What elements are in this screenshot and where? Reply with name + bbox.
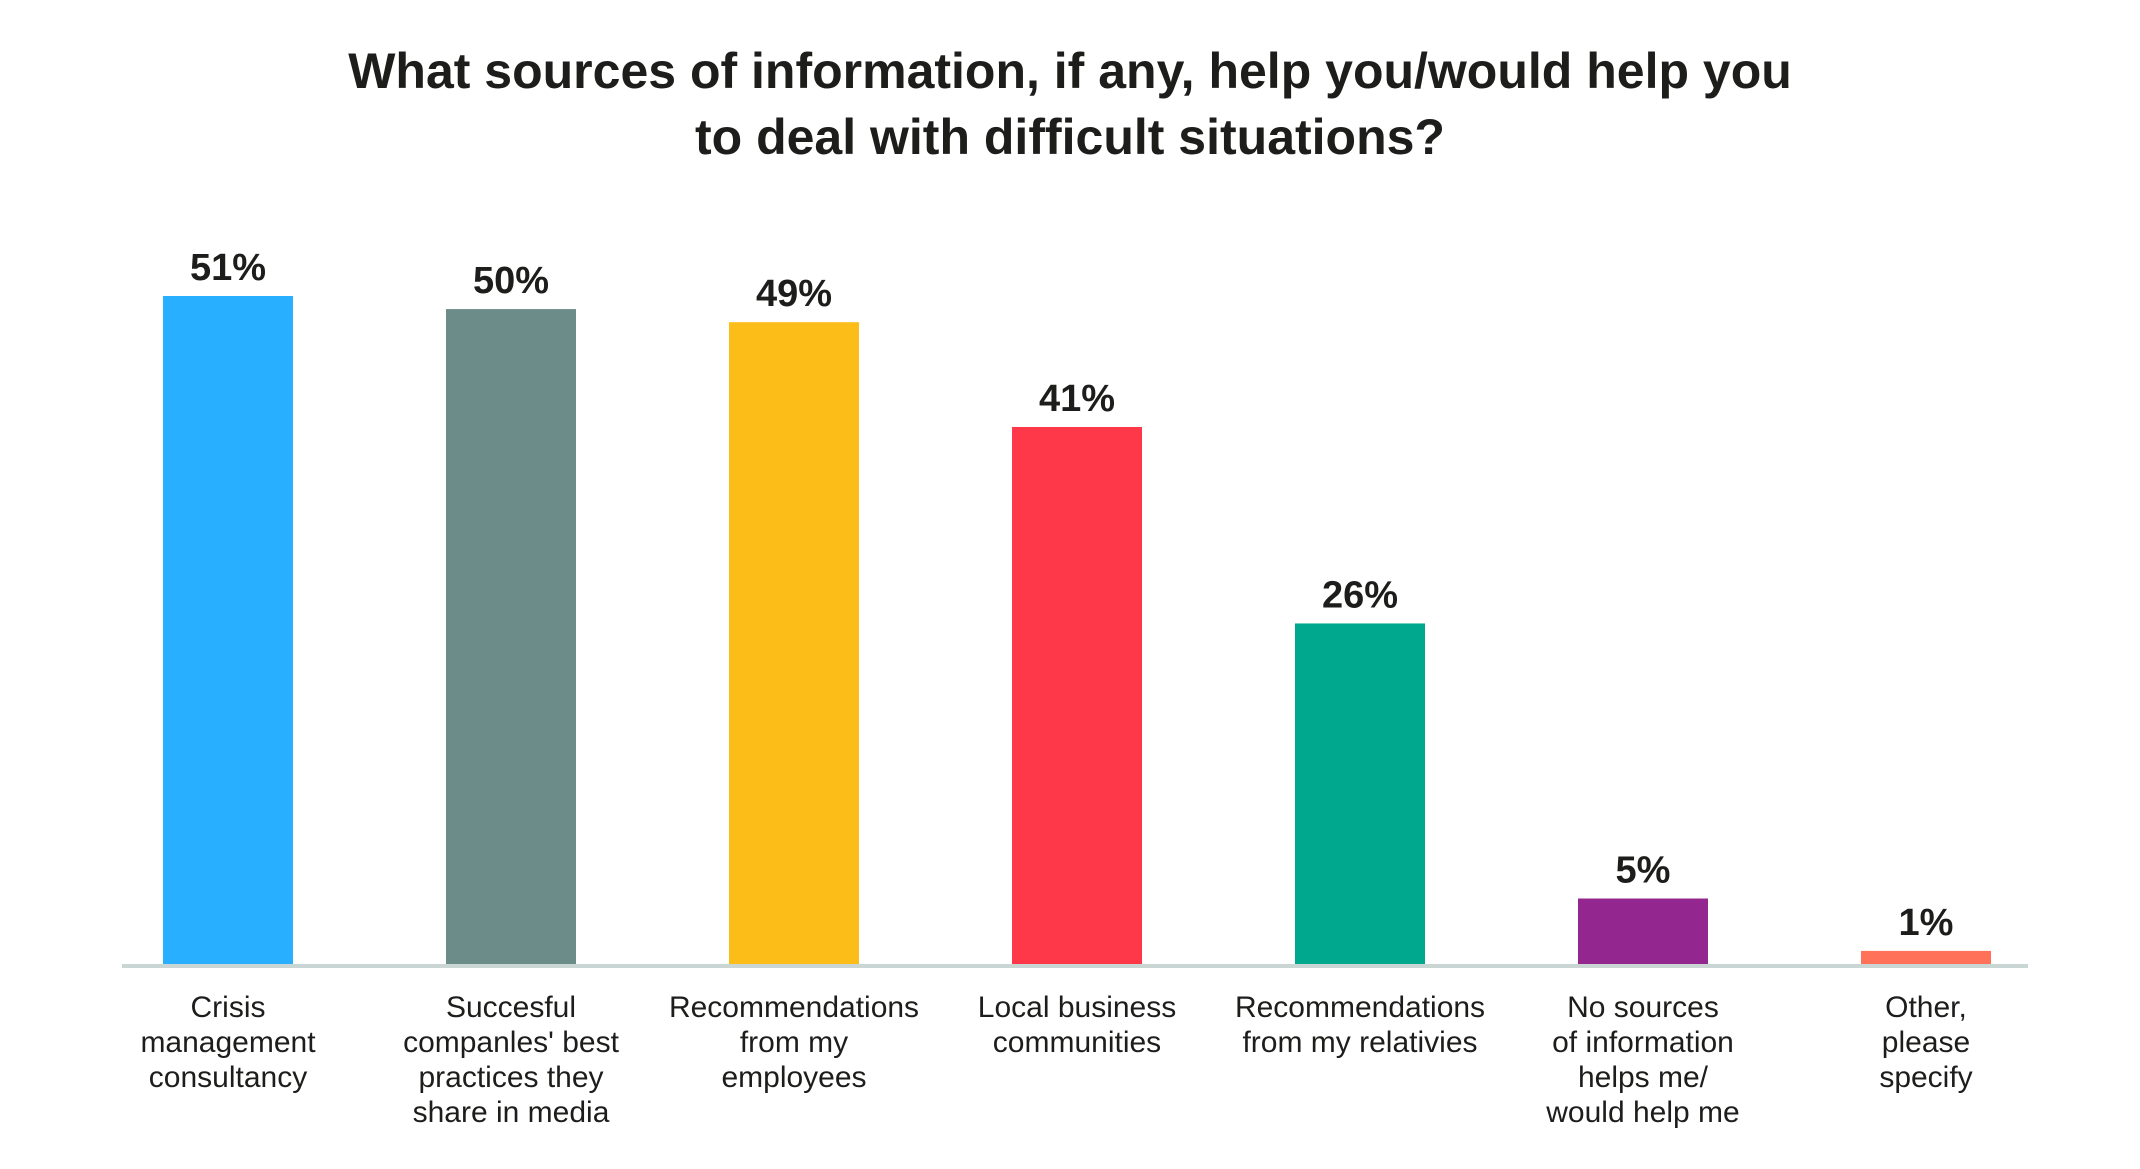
category-label-line: Recommendations	[668, 991, 920, 1024]
bar-2	[446, 309, 576, 965]
value-label-6: 5%	[1616, 850, 1671, 892]
category-label-line: Crisis	[190, 991, 266, 1024]
category-label-3: Recommendations from my employees	[644, 990, 944, 1095]
chart-title-line-1: What sources of information, if any, hel…	[348, 43, 1792, 99]
chart-title-line-2: to deal with difficult situations?	[695, 109, 1445, 165]
category-label-line: from my	[739, 1026, 849, 1059]
category-label-line: share in media	[412, 1096, 610, 1129]
chart-title: What sources of information, if any, hel…	[0, 38, 2140, 170]
category-label-line: please	[1881, 1026, 1971, 1059]
value-label-1: 51%	[190, 247, 266, 289]
category-label-line: of information	[1552, 1026, 1734, 1059]
value-label-2: 50%	[473, 260, 549, 302]
category-label-line: No sources	[1567, 991, 1719, 1024]
category-label-7: Other, please specify	[1776, 990, 2076, 1095]
category-label-5: Recommendations from my relativies	[1210, 990, 1510, 1060]
bar-5	[1295, 623, 1425, 964]
category-label-line: from my relativies	[1242, 1026, 1478, 1059]
category-label-line: practices they	[418, 1061, 604, 1094]
bar-7	[1861, 950, 1991, 964]
category-label-line: communities	[992, 1026, 1162, 1059]
category-label-line: management	[140, 1026, 316, 1059]
category-label-line: Succesful	[445, 991, 577, 1024]
value-label-7: 1%	[1899, 902, 1954, 944]
category-label-line: would help me	[1546, 1096, 1740, 1129]
value-label-4: 41%	[1039, 378, 1115, 420]
category-label-line: specify	[1879, 1061, 1973, 1094]
category-label-line: consultancy	[148, 1061, 308, 1094]
category-label-line: Recommendations	[1234, 991, 1486, 1024]
category-label-1: Crisis management consultancy	[78, 990, 378, 1095]
category-label-line: helps me/	[1577, 1061, 1709, 1094]
category-label-6: No sources of information helps me/would h…	[1493, 990, 1793, 1130]
bar-1	[163, 296, 293, 964]
bar-6	[1578, 898, 1708, 964]
bar-3	[729, 322, 859, 965]
category-label-line: employees	[721, 1061, 867, 1094]
category-label-4: Local business communities	[927, 990, 1227, 1060]
value-label-5: 26%	[1322, 574, 1398, 616]
bar-4	[1012, 426, 1142, 965]
category-label-line: companles' best	[403, 1026, 619, 1059]
category-label-2: Succesful companles' best practices they sh…	[361, 990, 661, 1130]
category-label-line: Local business	[977, 991, 1177, 1024]
value-label-3: 49%	[756, 273, 832, 315]
category-label-line: Other,	[1885, 991, 1967, 1024]
